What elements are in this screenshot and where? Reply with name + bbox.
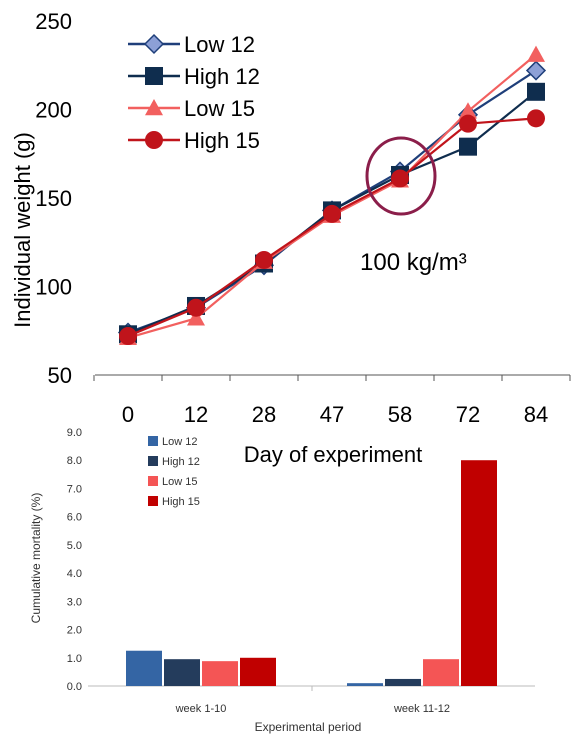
bar-y-tick-label: 5.0: [67, 540, 82, 552]
density-annotation: 100 kg/m³: [360, 249, 467, 276]
legend-swatch: [148, 496, 158, 506]
data-point: [119, 327, 137, 346]
data-point: [187, 309, 205, 326]
data-point: [527, 82, 545, 101]
bar-y-tick-label: 1.0: [67, 653, 82, 665]
legend-label: High 15: [162, 496, 200, 508]
line-y-tick-label: 50: [48, 363, 72, 388]
data-point: [323, 204, 341, 223]
line-y-tick-label: 250: [35, 9, 72, 34]
data-point: [187, 298, 205, 317]
bar-y-tick-label: 3.0: [67, 596, 82, 608]
legend-marker: [143, 33, 165, 55]
data-point: [459, 137, 477, 156]
bar-y-tick-label: 9.0: [67, 427, 82, 439]
bar-low-12: [347, 683, 383, 686]
line-chart: 0 12 28 47 58 72 84 50 100 150 200 250 Individual …: [10, 9, 571, 467]
legend-label: Low 12: [162, 436, 197, 448]
legend-swatch: [148, 476, 158, 486]
line-x-tick-label: 47: [320, 402, 344, 427]
legend-label: High 12: [184, 64, 260, 89]
data-point: [527, 109, 545, 128]
bar-y-tick-label: 0.0: [67, 681, 82, 693]
bar-low-15: [202, 661, 238, 686]
legend-label: Low 12: [184, 32, 255, 57]
line-x-tick-label: 12: [184, 402, 208, 427]
data-point: [391, 169, 409, 188]
line-series-high-15: [119, 109, 545, 346]
line-legend: Low 12 High 12 Low 15 High 15: [128, 32, 260, 153]
legend-marker: [145, 67, 163, 85]
bar-low-12: [126, 650, 162, 686]
bar-y-tick-label: 6.0: [67, 512, 82, 524]
line-x-tick-label: 72: [456, 402, 480, 427]
bar-x-tick-label: week 11-12: [393, 703, 450, 715]
bar-high-12: [385, 678, 421, 686]
bar-y-axis-title: Cumulative mortality (%): [29, 493, 43, 624]
bar-high-15: [461, 460, 497, 686]
legend-swatch: [148, 456, 158, 466]
legend-label: Low 15: [184, 96, 255, 121]
bar-y-tick-label: 8.0: [67, 455, 82, 467]
bar-x-tick-label: week 1-10: [175, 703, 227, 715]
data-point: [459, 114, 477, 133]
legend-label: High 12: [162, 456, 200, 468]
line-y-tick-label: 100: [35, 275, 72, 300]
line-y-axis-title: Individual weight (g): [10, 132, 35, 328]
line-x-tick-label: 84: [524, 402, 548, 427]
legend-marker: [145, 99, 163, 116]
data-point: [525, 60, 547, 81]
data-point: [527, 45, 545, 62]
line-x-axis-title: Day of experiment: [244, 442, 423, 467]
bar-y-tick-label: 7.0: [67, 483, 82, 495]
line-x-tick-label: 0: [122, 402, 134, 427]
line-y-tick-label: 150: [35, 186, 72, 211]
highlight-ellipse: [365, 136, 437, 216]
legend-label: Low 15: [162, 476, 197, 488]
bar-y-tick-label: 4.0: [67, 568, 82, 580]
bar-high-12: [164, 659, 200, 686]
line-y-tick-label: 200: [35, 98, 72, 123]
line-x-tick-label: 28: [252, 402, 276, 427]
legend-label: High 15: [184, 128, 260, 153]
data-point: [459, 102, 477, 119]
bar-high-15: [240, 657, 276, 686]
legend-swatch: [148, 436, 158, 446]
bar-y-tick-label: 2.0: [67, 625, 82, 637]
bar-chart: 0.0 1.0 2.0 3.0 4.0 5.0 6.0 7.0 8.0 9.0 week 1-10…: [29, 427, 535, 734]
line-series-low-15: [119, 45, 545, 346]
data-point: [255, 250, 273, 269]
legend-marker: [145, 131, 163, 149]
line-x-tick-label: 58: [388, 402, 412, 427]
bar-x-axis-title: Experimental period: [255, 720, 362, 734]
bar-legend: Low 12 High 12 Low 15 High 15: [148, 436, 200, 508]
bar-low-15: [423, 659, 459, 686]
